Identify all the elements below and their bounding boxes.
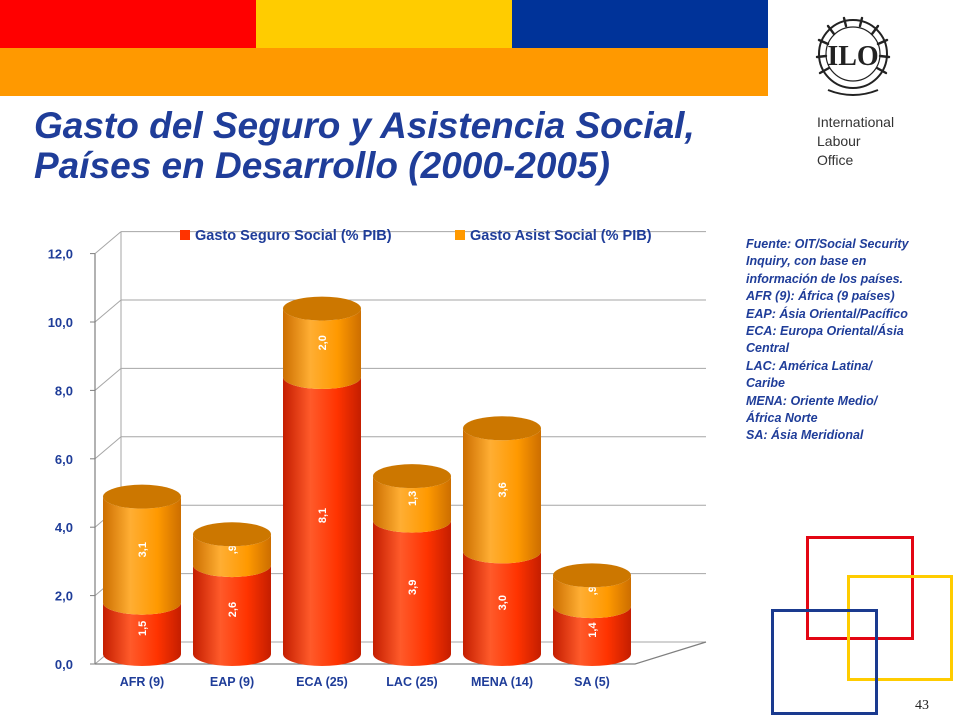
x-tick-label: SA (5) — [574, 675, 610, 689]
source-line: Caribe — [746, 376, 785, 391]
bar-segment — [463, 551, 541, 666]
y-tick-label: 8,0 — [55, 383, 73, 398]
data-label: 3,0 — [497, 595, 509, 610]
bar-segment — [553, 575, 631, 619]
legend-swatch — [180, 230, 190, 240]
legend-swatch — [455, 230, 465, 240]
bar-top-cap — [373, 464, 451, 489]
svg-text:ILO: ILO — [827, 41, 878, 72]
band-blue — [512, 0, 768, 48]
bar-top-cap — [103, 484, 181, 509]
source-line: Inquiry, con base en — [746, 254, 867, 269]
y-tick-label: 10,0 — [48, 315, 73, 330]
source-line: Central — [746, 341, 790, 356]
title-line-2: Países en Desarrollo (2000-2005) — [34, 145, 610, 186]
data-label: ,9 — [227, 545, 239, 554]
data-label: 3,6 — [497, 482, 509, 497]
bar-segment — [283, 308, 361, 389]
gridline-connector — [94, 299, 122, 323]
ilo-logo-icon: ILO — [815, 16, 891, 96]
band-yellow — [256, 0, 512, 48]
gridline-connector — [94, 368, 122, 391]
x-tick-label: MENA (14) — [471, 675, 533, 689]
bar-segment — [373, 520, 451, 666]
source-line: MENA: Oriente Medio/ — [746, 393, 878, 408]
x-tick-label: ECA (25) — [296, 675, 348, 689]
org-line-3: Office — [817, 152, 854, 168]
y-tick-label: 6,0 — [55, 452, 73, 467]
deco-square-yellow — [847, 575, 953, 681]
legend-label: Gasto Seguro Social (% PIB) — [195, 228, 392, 244]
x-tick-label: EAP (9) — [210, 675, 254, 689]
y-tick-label: 0,0 — [55, 657, 73, 672]
data-label: ,9 — [587, 586, 599, 595]
gridline-connector — [94, 231, 122, 254]
stacked-cylinder-chart: 0,0 2,0 4,0 6,0 8,0 10,0 12,0 1,5 3,1 AFR (9) 2,6,… — [48, 228, 707, 689]
bar-segment — [373, 476, 451, 533]
source-line: EAP: Ásia Oriental/Pacífico — [746, 306, 908, 321]
legend-label: Gasto Asist Social (% PIB) — [470, 228, 652, 244]
y-tick-label: 12,0 — [48, 247, 73, 262]
source-line: SA: Ásia Meridional — [746, 428, 864, 443]
y-tick-label: 2,0 — [55, 589, 73, 604]
source-line: LAC: América Latina/ — [746, 358, 872, 373]
source-line: ECA: Europa Oriental/Ásia — [746, 324, 904, 339]
source-line: información de los países. — [746, 271, 903, 286]
source-line: AFR (9): África (9 países) — [746, 289, 895, 304]
bar-segment — [103, 496, 181, 615]
bar-segment — [463, 428, 541, 564]
data-label: 1,4 — [587, 622, 599, 638]
deco-square-red — [806, 536, 914, 640]
bar-top-cap — [553, 563, 631, 588]
page-number: 43 — [915, 698, 929, 713]
data-label: 8,1 — [317, 508, 329, 523]
y-tick-label: 4,0 — [55, 520, 73, 535]
bar-top-cap — [193, 522, 271, 547]
source-line: África Norte — [746, 411, 818, 426]
data-label: 3,1 — [137, 542, 149, 557]
data-label: 2,6 — [227, 602, 239, 617]
floor-edge — [95, 641, 707, 665]
org-name: International Labour Office — [817, 113, 894, 170]
title-line-1: Gasto del Seguro y Asistencia Social, — [34, 105, 695, 146]
source-note: Fuente: OIT/Social Security Inquiry, con… — [746, 236, 956, 445]
slide-title: Gasto del Seguro y Asistencia Social, Pa… — [34, 106, 794, 186]
bar-segment — [283, 376, 361, 666]
bar-segment — [103, 602, 181, 666]
gridline-connector — [94, 436, 122, 460]
source-line: Fuente: OIT/Social Security — [746, 237, 909, 251]
bar-segment — [553, 606, 631, 666]
bar-segment — [193, 565, 271, 666]
data-label: 2,0 — [317, 335, 329, 350]
bar-top-cap — [283, 296, 361, 321]
data-label: 3,9 — [407, 580, 419, 595]
org-line-2: Labour — [817, 133, 861, 149]
x-tick-label: AFR (9) — [120, 675, 164, 689]
data-label: 1,5 — [137, 621, 149, 636]
org-line-1: International — [817, 114, 895, 130]
data-label: 1,3 — [407, 491, 419, 506]
bar-top-cap — [463, 416, 541, 441]
x-tick-label: LAC (25) — [386, 675, 437, 689]
deco-square-blue — [771, 609, 878, 715]
band-orange — [0, 48, 768, 96]
bar-segment — [193, 534, 271, 578]
band-red — [0, 0, 256, 48]
